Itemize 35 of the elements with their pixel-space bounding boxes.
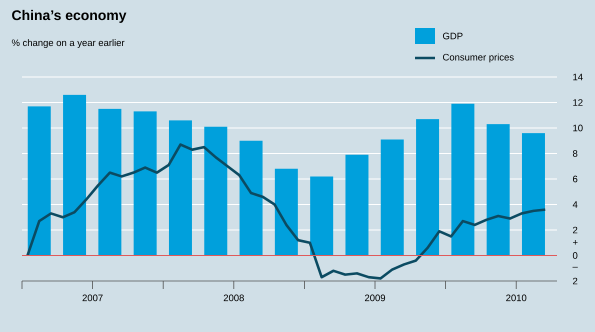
chart-title: China’s economy xyxy=(12,10,126,23)
bar xyxy=(240,140,263,256)
bar xyxy=(204,126,228,256)
y-tick-label: 2 xyxy=(572,278,578,284)
y-tick-label: 12 xyxy=(573,99,583,106)
chart-subtitle: % change on a year earlier xyxy=(12,39,124,48)
bar xyxy=(98,108,122,256)
bar xyxy=(274,168,298,256)
y-tick-label: – xyxy=(572,266,578,268)
bar xyxy=(168,120,192,256)
y-tick-label: 6 xyxy=(573,176,578,182)
bar xyxy=(486,124,510,256)
bar xyxy=(451,104,474,256)
x-tick-label: 2008 xyxy=(224,294,244,302)
y-tick-label: 4 xyxy=(572,201,578,208)
bar xyxy=(416,119,440,256)
bar xyxy=(134,111,157,256)
bar xyxy=(310,176,334,256)
bar xyxy=(63,94,86,256)
y-tick-label: 14 xyxy=(573,74,583,80)
line-series xyxy=(26,143,547,280)
bar xyxy=(28,106,51,256)
legend-label: Consumer prices xyxy=(443,54,514,62)
y-tick-label: 0 xyxy=(572,252,578,259)
x-tick-label: 2010 xyxy=(506,294,526,302)
legend-label: GDP xyxy=(442,32,463,40)
bar xyxy=(522,133,545,256)
y-tick-label: + xyxy=(572,240,578,245)
y-tick-label: 10 xyxy=(573,124,583,132)
bar xyxy=(380,139,404,256)
bar xyxy=(345,154,368,256)
y-tick-label: 8 xyxy=(572,150,578,157)
x-tick-label: 2007 xyxy=(82,294,103,302)
y-tick-label: 2 xyxy=(572,226,578,234)
x-tick-label: 2009 xyxy=(364,294,386,302)
